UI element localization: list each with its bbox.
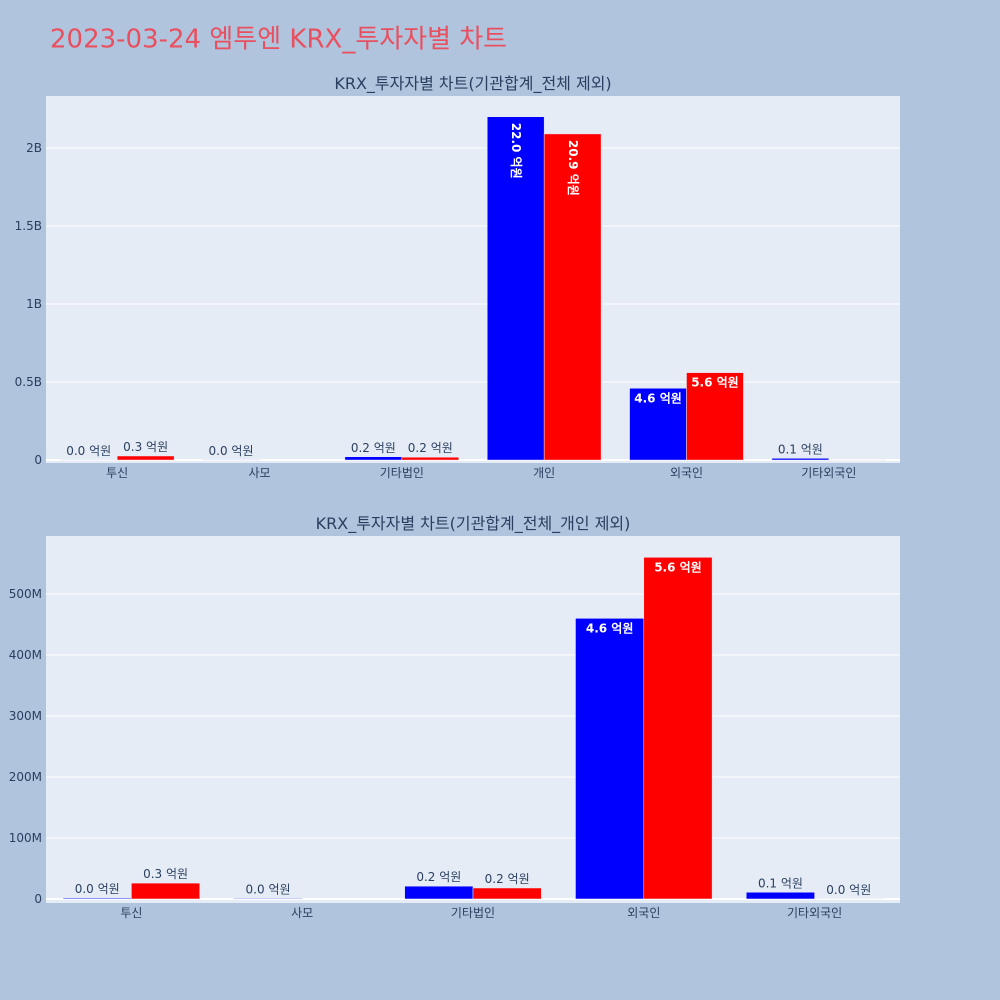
value-label: 0.2 억원 <box>485 872 530 886</box>
value-label: 0.1 억원 <box>758 876 803 890</box>
x-tick-label: 외국인 <box>627 906 660 920</box>
bar <box>771 458 830 461</box>
bar <box>472 887 542 900</box>
x-tick-label: 기타외국인 <box>787 906 842 920</box>
value-label: 0.0 억원 <box>66 444 111 458</box>
bar <box>62 897 132 900</box>
x-tick-label: 기타법인 <box>451 906 495 920</box>
y-tick-label: 0 <box>34 453 42 467</box>
bar <box>401 456 460 461</box>
bar <box>486 116 545 461</box>
value-label: 0.2 억원 <box>351 441 396 455</box>
y-tick-label: 2B <box>26 141 42 155</box>
y-tick-label: 100M <box>9 831 42 845</box>
plot-area <box>46 536 900 903</box>
y-tick-label: 1B <box>26 297 42 311</box>
bar <box>686 372 744 461</box>
value-label: 0.1 억원 <box>778 442 823 456</box>
y-tick-label: 200M <box>9 770 42 784</box>
value-label: 0.2 억원 <box>408 441 453 455</box>
bar <box>404 885 474 900</box>
y-tick-label: 1.5B <box>15 219 42 233</box>
y-tick-label: 0.5B <box>15 375 42 389</box>
bar <box>344 456 403 461</box>
bar <box>629 388 687 461</box>
y-tick-label: 0 <box>34 892 42 906</box>
bar <box>233 898 303 900</box>
value-label: 0.0 억원 <box>826 883 871 897</box>
bar <box>575 618 645 900</box>
value-label: 0.3 억원 <box>143 867 188 881</box>
x-tick-label: 사모 <box>291 906 313 920</box>
x-tick-label: 투신 <box>120 906 142 920</box>
value-label: 5.6 억원 <box>654 560 702 574</box>
page-title: 2023-03-24 엠투엔 KRX_투자자별 차트 <box>50 25 507 55</box>
value-label: 0.0 억원 <box>75 882 120 896</box>
value-label: 4.6 억원 <box>586 621 634 635</box>
value-label: 0.3 억원 <box>123 440 168 454</box>
x-tick-label: 사모 <box>248 466 270 480</box>
x-tick-label: 투신 <box>106 466 128 480</box>
chart-title: KRX_투자자별 차트(기관합계_전체_개인 제외) <box>316 514 631 534</box>
value-label: 5.6 억원 <box>691 376 739 390</box>
bar <box>746 892 815 900</box>
plot-area <box>46 96 900 463</box>
value-label: 0.0 억원 <box>209 444 254 458</box>
x-tick-label: 기타법인 <box>380 466 424 480</box>
x-tick-label: 기타외국인 <box>801 466 856 480</box>
value-label: 0.0 억원 <box>246 882 291 896</box>
x-tick-label: 외국인 <box>670 466 703 480</box>
x-tick-label: 개인 <box>533 466 555 480</box>
value-label: 4.6 억원 <box>634 391 682 405</box>
bar <box>131 882 200 900</box>
bar <box>116 455 175 461</box>
value-label: 20.9 억원 <box>566 140 580 196</box>
y-tick-label: 500M <box>9 587 42 601</box>
bar <box>543 133 602 461</box>
value-label: 22.0 억원 <box>509 123 523 179</box>
value-label: 0.2 억원 <box>416 870 461 884</box>
y-tick-label: 300M <box>9 709 42 723</box>
y-tick-label: 400M <box>9 648 42 662</box>
bar <box>643 557 713 900</box>
chart-title: KRX_투자자별 차트(기관합계_전체 제외) <box>334 74 611 94</box>
